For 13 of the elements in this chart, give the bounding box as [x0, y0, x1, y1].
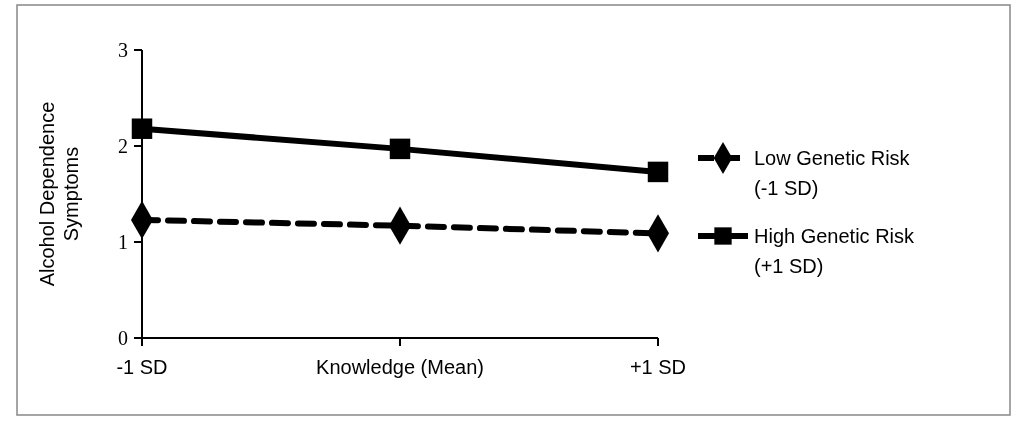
point: [647, 161, 669, 183]
y-tick-label: 0: [118, 327, 128, 349]
legend-label: High Genetic Risk (+1 SD): [754, 225, 916, 277]
x-tick-label: Knowledge (Mean): [316, 356, 484, 378]
y-axis-title: Alcohol Dependence Symptoms: [36, 101, 82, 287]
x-tick-label: +1 SD: [629, 356, 687, 378]
x-tick-label: -1 SD: [116, 356, 168, 378]
point: [131, 118, 153, 139]
y-tick-label: 2: [118, 135, 128, 157]
y-tick-label: 1: [118, 231, 128, 253]
y-tick-label: 3: [118, 39, 128, 61]
legend-label: Low Genetic Risk (-1 SD): [754, 147, 911, 199]
point: [389, 138, 411, 160]
